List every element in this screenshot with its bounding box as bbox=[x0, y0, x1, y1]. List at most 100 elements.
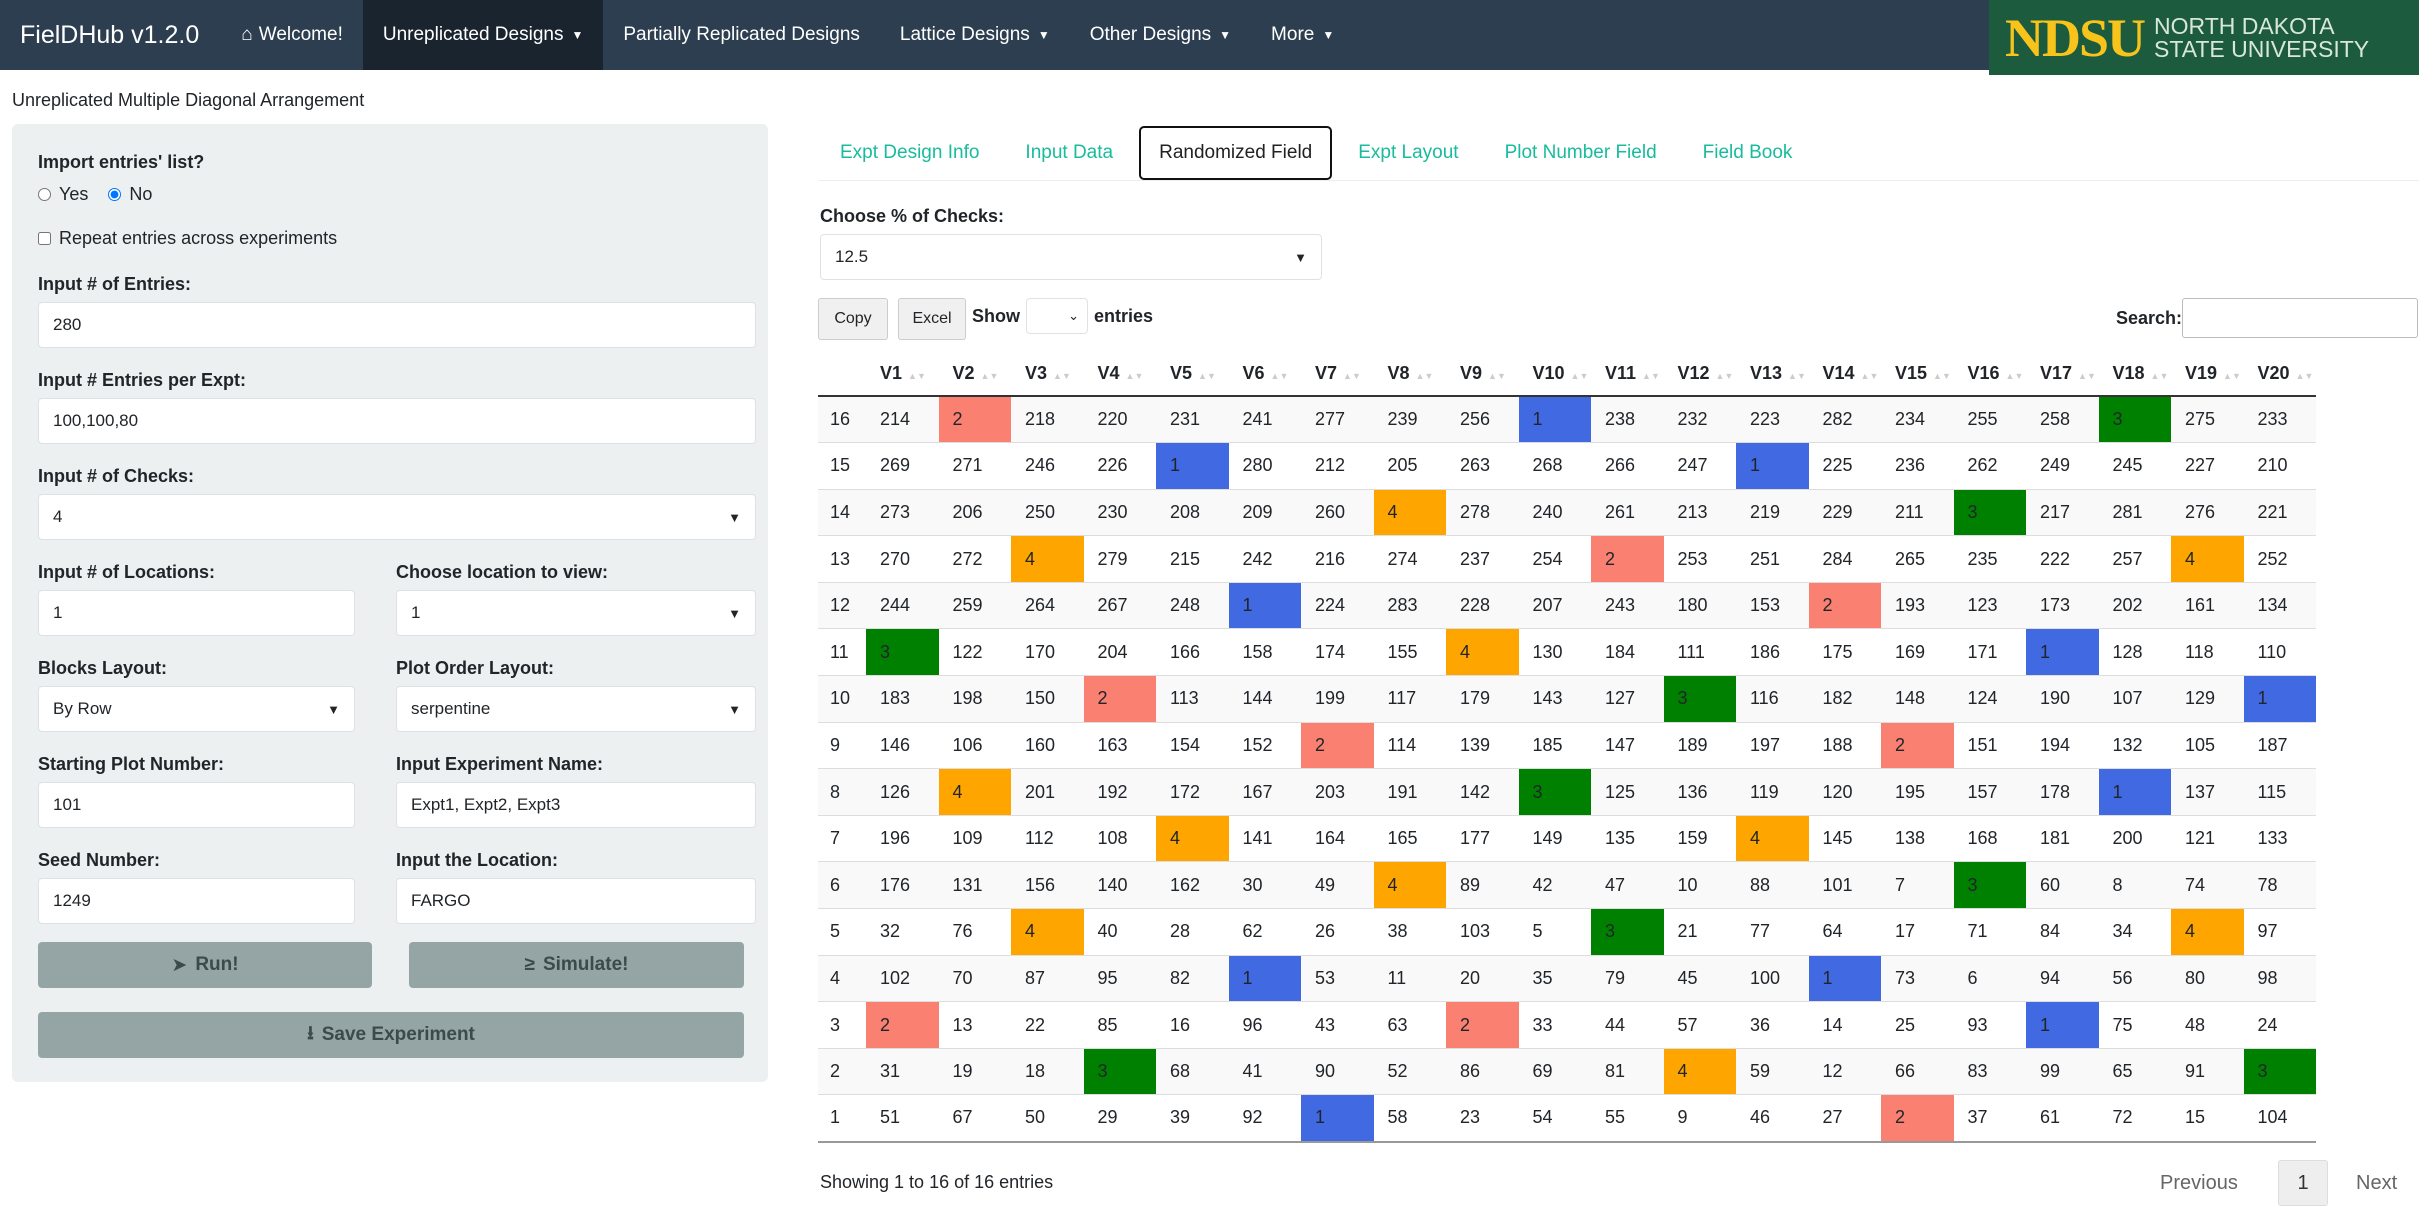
plot-order-select[interactable]: serpentine ▼ bbox=[396, 686, 756, 732]
entry-cell: 136 bbox=[1663, 768, 1736, 816]
entry-cell: 254 bbox=[1518, 535, 1591, 583]
entry-cell: 118 bbox=[2171, 628, 2244, 676]
entry-cell: 84 bbox=[2026, 908, 2099, 956]
sort-icon: ▲▼ bbox=[1933, 371, 1951, 381]
tab-expt-design-info[interactable]: Expt Design Info bbox=[840, 142, 980, 163]
next-button[interactable]: Next bbox=[2356, 1171, 2398, 1194]
blocks-select[interactable]: By Row ▼ bbox=[38, 686, 355, 732]
locations-input[interactable]: 1 bbox=[38, 590, 355, 636]
entry-cell: 80 bbox=[2171, 954, 2244, 1002]
previous-button[interactable]: Previous bbox=[2160, 1171, 2238, 1194]
column-header-v16[interactable]: V16 ▲▼ bbox=[1953, 352, 2026, 397]
entries-input[interactable]: 280 bbox=[38, 302, 756, 348]
expt-name-input[interactable]: Expt1, Expt2, Expt3 bbox=[396, 782, 756, 828]
column-header-v2[interactable]: V2 ▲▼ bbox=[938, 352, 1011, 397]
app-brand[interactable]: FielDHub v1.2.0 bbox=[20, 20, 200, 49]
entry-cell: 32 bbox=[866, 908, 939, 956]
column-header-v9[interactable]: V9 ▲▼ bbox=[1446, 352, 1519, 397]
row-index: 10 bbox=[818, 675, 866, 723]
nav-more[interactable]: More ▼ bbox=[1251, 0, 1354, 70]
location-view-select[interactable]: 1 ▼ bbox=[396, 590, 756, 636]
column-header-v10[interactable]: V10 ▲▼ bbox=[1518, 352, 1591, 397]
page-1-button[interactable]: 1 bbox=[2278, 1160, 2328, 1206]
check-cell: 2 bbox=[1808, 581, 1881, 629]
run-button[interactable]: ➤ Run! bbox=[38, 942, 372, 988]
check-cell: 2 bbox=[1446, 1001, 1519, 1049]
entry-cell: 182 bbox=[1808, 675, 1881, 723]
check-cell: 3 bbox=[1663, 675, 1736, 723]
per-expt-input[interactable]: 100,100,80 bbox=[38, 398, 756, 444]
radio-no[interactable] bbox=[108, 188, 122, 201]
column-header-v12[interactable]: V12 ▲▼ bbox=[1663, 352, 1736, 397]
seed-input[interactable]: 1249 bbox=[38, 878, 355, 924]
column-header-v18[interactable]: V18 ▲▼ bbox=[2098, 352, 2171, 397]
entry-cell: 117 bbox=[1373, 675, 1446, 723]
entry-cell: 236 bbox=[1881, 442, 1954, 490]
sort-icon: ▲▼ bbox=[1415, 371, 1434, 381]
tab-plot-number-field[interactable]: Plot Number Field bbox=[1504, 142, 1657, 163]
column-header-v20[interactable]: V20 ▲▼ bbox=[2243, 352, 2316, 397]
check-cell: 4 bbox=[1446, 628, 1519, 676]
column-header-v3[interactable]: V3 ▲▼ bbox=[1011, 352, 1084, 397]
column-header-v4[interactable]: V4 ▲▼ bbox=[1083, 352, 1156, 397]
checks-pct-select[interactable]: 12.5 ▼ bbox=[820, 234, 1322, 280]
search-input[interactable] bbox=[2182, 298, 2418, 338]
entry-cell: 70 bbox=[938, 954, 1011, 1002]
column-header-v11[interactable]: V11 ▲▼ bbox=[1591, 352, 1664, 397]
entry-cell: 203 bbox=[1301, 768, 1374, 816]
nav-unreplicated-designs[interactable]: Unreplicated Designs ▼ bbox=[362, 0, 604, 70]
entry-cell: 77 bbox=[1736, 908, 1809, 956]
column-header-v8[interactable]: V8 ▲▼ bbox=[1373, 352, 1446, 397]
excel-button[interactable]: Excel bbox=[898, 298, 966, 340]
entry-cell: 167 bbox=[1228, 768, 1301, 816]
tab-field-book[interactable]: Field Book bbox=[1702, 142, 1793, 163]
nav-label: Partially Replicated Designs bbox=[623, 24, 860, 45]
entry-cell: 278 bbox=[1446, 488, 1519, 536]
tab-input-data[interactable]: Input Data bbox=[1025, 142, 1114, 163]
tab-expt-layout[interactable]: Expt Layout bbox=[1358, 142, 1459, 163]
column-header-v7[interactable]: V7 ▲▼ bbox=[1301, 352, 1374, 397]
entry-cell: 138 bbox=[1881, 814, 1954, 862]
check-cell: 1 bbox=[2026, 1001, 2099, 1049]
location-input[interactable]: FARGO bbox=[396, 878, 756, 924]
nav-partially-replicated[interactable]: Partially Replicated Designs bbox=[603, 0, 880, 70]
tab-randomized-field[interactable]: Randomized Field bbox=[1139, 126, 1333, 180]
entry-cell: 248 bbox=[1156, 581, 1229, 629]
entry-cell: 263 bbox=[1446, 442, 1519, 490]
copy-button[interactable]: Copy bbox=[818, 298, 888, 340]
entry-cell: 39 bbox=[1156, 1094, 1229, 1143]
column-header-v17[interactable]: V17 ▲▼ bbox=[2026, 352, 2099, 397]
column-header-v6[interactable]: V6 ▲▼ bbox=[1228, 352, 1301, 397]
row-index-header bbox=[818, 352, 866, 397]
row-index: 14 bbox=[818, 488, 866, 536]
column-header-v19[interactable]: V19 ▲▼ bbox=[2171, 352, 2244, 397]
sort-icon: ▲▼ bbox=[1053, 371, 1071, 381]
column-header-v1[interactable]: V1 ▲▼ bbox=[866, 352, 939, 397]
entry-cell: 102 bbox=[866, 954, 939, 1002]
locations-label: Input # of Locations: bbox=[38, 562, 215, 582]
simulate-button[interactable]: ≥ Simulate! bbox=[409, 942, 744, 988]
entry-cell: 211 bbox=[1881, 488, 1954, 536]
start-plot-input[interactable]: 101 bbox=[38, 782, 355, 828]
nav-other-designs[interactable]: Other Designs ▼ bbox=[1070, 0, 1251, 70]
nav-label: Other Designs bbox=[1089, 24, 1212, 45]
repeat-entries-checkbox[interactable] bbox=[38, 232, 51, 245]
radio-yes[interactable] bbox=[38, 188, 51, 201]
entry-cell: 264 bbox=[1011, 581, 1084, 629]
column-header-v5[interactable]: V5 ▲▼ bbox=[1156, 352, 1229, 397]
save-experiment-button[interactable]: ⭳ Save Experiment bbox=[38, 1012, 744, 1058]
nav-lattice-designs[interactable]: Lattice Designs ▼ bbox=[880, 0, 1070, 70]
entry-cell: 163 bbox=[1083, 721, 1156, 769]
nav-welcome[interactable]: ⌂ Welcome! bbox=[221, 0, 363, 70]
entry-cell: 91 bbox=[2171, 1047, 2244, 1095]
entry-cell: 66 bbox=[1881, 1047, 1954, 1095]
checks-select[interactable]: 4 ▼ bbox=[38, 494, 756, 540]
entry-cell: 230 bbox=[1083, 488, 1156, 536]
entry-cell: 262 bbox=[1953, 442, 2026, 490]
column-header-v15[interactable]: V15 ▲▼ bbox=[1881, 352, 1954, 397]
entries-length-select[interactable]: ⌄ bbox=[1026, 298, 1088, 334]
column-header-v14[interactable]: V14 ▲▼ bbox=[1808, 352, 1881, 397]
entry-cell: 125 bbox=[1591, 768, 1664, 816]
entry-cell: 45 bbox=[1663, 954, 1736, 1002]
column-header-v13[interactable]: V13 ▲▼ bbox=[1736, 352, 1809, 397]
